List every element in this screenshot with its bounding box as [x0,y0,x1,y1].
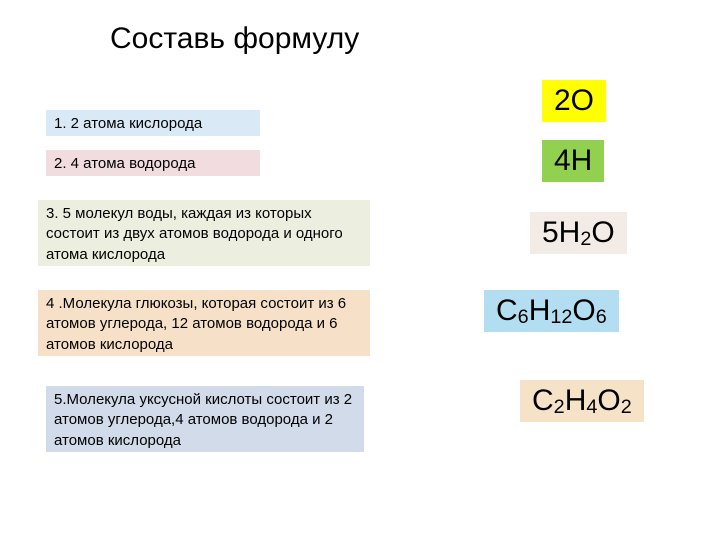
question-3-box: 3. 5 молекул воды, каждая из которых сос… [38,200,370,266]
formula-subscript: 2 [621,396,632,418]
question-1-box: 1. 2 атома кислорода [46,110,260,136]
formula-part: O [591,216,614,249]
question-5-box: 5.Молекула уксусной кислоты состоит из 2… [46,386,364,452]
formula-subscript: 4 [586,396,597,418]
formula-subscript: 6 [518,306,529,328]
formula-part: 5H [542,216,580,249]
formula-3: 5H2O [530,212,627,254]
question-4-box: 4 .Молекула глюкозы, которая состоит из … [38,290,370,356]
formula-5: C2H4O2 [520,380,644,422]
formula-subscript: 2 [554,396,565,418]
question-2-box: 2. 4 атома водорода [46,150,260,176]
page-title: Составь формулу [110,22,359,56]
formula-part: H [565,384,587,417]
formula-part: C [496,294,518,327]
formula-part: H [529,294,551,327]
formula-2: 4H [542,140,604,182]
formula-1: 2O [542,80,606,122]
formula-part: O [572,294,595,327]
formula-subscript: 12 [550,306,572,328]
formula-part: O [597,384,620,417]
formula-part: C [532,384,554,417]
formula-4: C6H12O6 [484,290,619,332]
formula-subscript: 6 [596,306,607,328]
formula-part: 2O [554,84,594,117]
formula-subscript: 2 [580,228,591,250]
formula-part: 4H [554,144,592,177]
